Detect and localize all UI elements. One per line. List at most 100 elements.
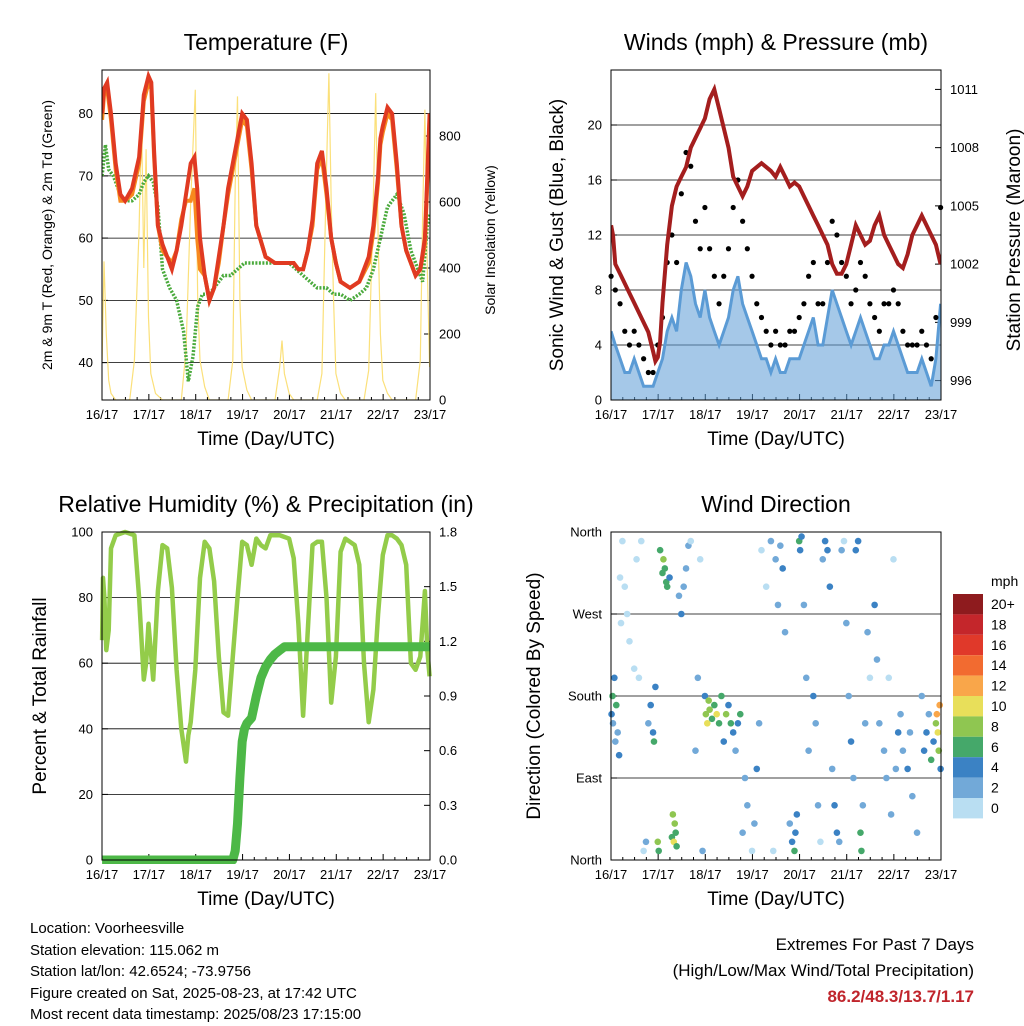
wind-direction-point — [619, 537, 626, 545]
gust-point — [622, 328, 628, 334]
x-tick-label: 16/17 — [595, 407, 628, 422]
legend-swatch — [953, 675, 983, 696]
y-tick-label: 0 — [86, 853, 93, 868]
wind-direction-point — [633, 556, 640, 563]
wind-direction-point — [850, 774, 857, 782]
wind-direction-point — [814, 802, 822, 809]
wind-direction-point — [669, 811, 677, 818]
gust-point — [749, 273, 755, 279]
gust-point — [872, 314, 878, 321]
gust-point — [928, 356, 934, 362]
y-tick-label: North — [570, 853, 602, 868]
legend-label: 4 — [991, 759, 999, 775]
chart-title: Winds (mph) & Pressure (mb) — [624, 29, 928, 55]
wind-direction-point — [819, 556, 827, 563]
wind-direction-point — [614, 729, 621, 736]
gust-point — [707, 246, 713, 252]
gust-point — [909, 342, 915, 348]
wind-direction-point — [791, 847, 798, 855]
wind-direction-point — [645, 720, 652, 727]
x-tick-label: 19/17 — [226, 867, 259, 882]
wind-direction-point — [621, 583, 629, 590]
wind-direction-point — [608, 710, 615, 718]
legend-swatch — [953, 614, 983, 635]
wind-direction-point — [777, 542, 784, 549]
wind-direction-point — [871, 601, 878, 609]
y-tick-label: 100 — [71, 525, 93, 540]
wind-direction-point — [920, 747, 928, 754]
y2-tick-label: 0.0 — [439, 853, 457, 868]
legend-swatch — [953, 777, 983, 798]
gust-point — [674, 259, 680, 266]
y-axis-label: Direction (Colored By Speed) — [524, 572, 545, 819]
wind-direction-point — [817, 838, 824, 846]
x-tick-label: 22/17 — [878, 867, 911, 882]
x-tick-label: 22/17 — [367, 867, 400, 882]
wind-direction-point — [854, 537, 862, 545]
wind-direction-point — [672, 829, 679, 836]
wind-direction-point — [858, 847, 865, 855]
dewpoint-2m-line — [102, 144, 430, 382]
wind-direction-point — [798, 533, 805, 540]
gust-point — [829, 218, 835, 224]
wind-direction-point — [890, 556, 897, 563]
legend-swatch — [953, 655, 983, 676]
y2-tick-label: 0 — [439, 393, 446, 408]
station-info: Location: Voorheesville Station elevatio… — [30, 918, 361, 1026]
wind-direction-point — [843, 619, 850, 627]
x-axis-label: Time (Day/UTC) — [707, 429, 845, 450]
wind-direction-point — [904, 765, 911, 773]
wind-direction-point — [609, 692, 616, 700]
legend-label: 12 — [991, 678, 1007, 694]
plot-border — [610, 69, 942, 401]
x-tick-label: 20/17 — [783, 867, 816, 882]
y2-tick-label: 1.5 — [439, 579, 457, 594]
gust-point — [796, 314, 802, 321]
x-tick-label: 16/17 — [86, 867, 119, 882]
wind-direction-point — [640, 847, 647, 855]
x-tick-label: 18/17 — [689, 867, 722, 882]
y-tick-label: East — [576, 771, 602, 786]
x-tick-label: 21/17 — [830, 407, 863, 422]
wind-direction-point — [824, 546, 831, 554]
wind-direction-point — [781, 628, 789, 636]
wind-direction-point — [833, 829, 841, 836]
wind-direction-point — [701, 692, 709, 700]
wind-direction-point — [725, 701, 732, 709]
y-tick-label: 80 — [79, 590, 93, 605]
gust-point — [702, 204, 708, 211]
wind-direction-point — [708, 715, 716, 723]
gust-point — [692, 218, 699, 224]
panel-humidity: Relative Humidity (%) & Precipitation (i… — [30, 491, 474, 910]
wind-direction-point — [755, 720, 763, 727]
legend-label: 14 — [991, 657, 1007, 673]
gust-point — [631, 328, 637, 334]
figure-created: Figure created on Sat, 2025-08-23, at 17… — [30, 984, 357, 1002]
wind-direction-point — [612, 701, 620, 709]
wind-direction-point — [673, 843, 680, 850]
y-tick-label: West — [573, 607, 603, 622]
wind-direction-point — [892, 765, 900, 773]
legend-title: mph — [991, 573, 1018, 589]
x-tick-label: 17/17 — [642, 867, 675, 882]
x-tick-label: 23/17 — [414, 407, 447, 422]
gust-point — [773, 328, 779, 334]
wind-direction-point — [925, 710, 933, 718]
x-tick-label: 23/17 — [925, 867, 958, 882]
wind-direction-point — [772, 556, 779, 563]
wind-direction-point — [703, 720, 711, 727]
gust-point — [636, 342, 642, 348]
station-elevation: Station elevation: 115.062 m — [30, 941, 220, 959]
legend-swatch — [953, 736, 983, 758]
x-tick-label: 17/17 — [133, 407, 166, 422]
gust-point — [740, 218, 746, 224]
wind-direction-point — [702, 710, 710, 718]
gust-point — [914, 342, 920, 348]
y-tick-label: 60 — [79, 656, 93, 671]
gust-point — [895, 301, 901, 307]
wind-direction-point — [722, 710, 730, 718]
wind-direction-point — [857, 829, 864, 836]
legend-label: 10 — [991, 698, 1007, 714]
wind-direction-point — [762, 583, 770, 590]
gust-point — [810, 259, 816, 266]
